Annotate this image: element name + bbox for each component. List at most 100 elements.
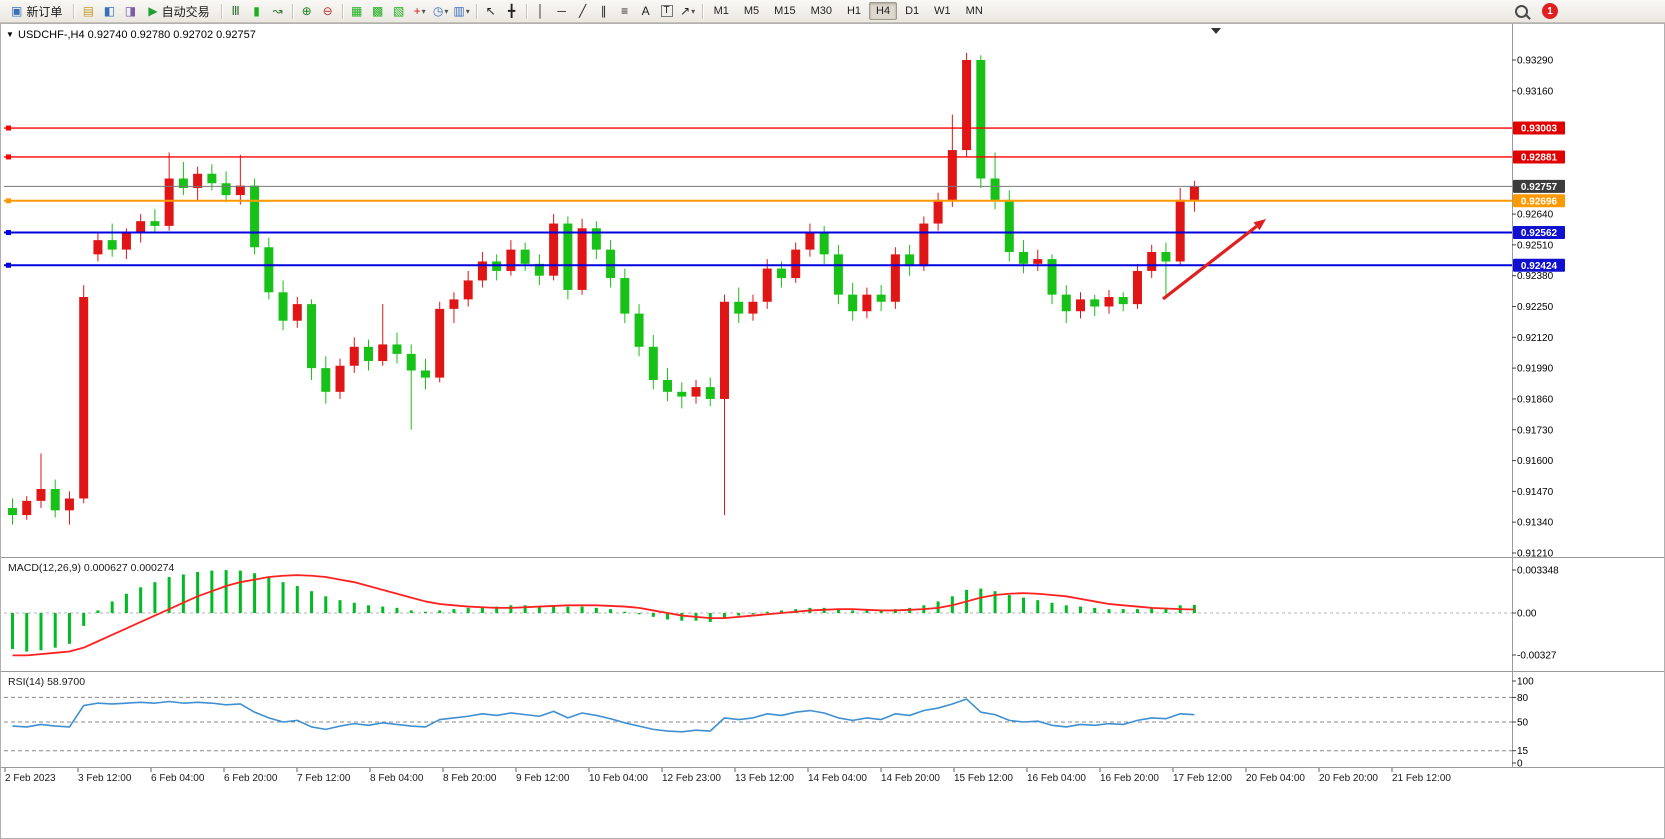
macd-axis-label: 0.003348	[1517, 566, 1559, 577]
template-menu-button[interactable]: ▥ ▾	[452, 2, 472, 21]
horizontal-level-line[interactable]	[4, 262, 1512, 268]
macd-histogram-bar	[53, 613, 57, 648]
macd-histogram-bar	[238, 570, 242, 613]
timeframe-h1[interactable]: H1	[846, 5, 862, 17]
macd-histogram-bar	[423, 611, 427, 613]
macd-histogram-bar	[552, 605, 556, 613]
hline-handle[interactable]	[6, 230, 11, 236]
zoom-out-icon-glyph: ⊖	[322, 4, 333, 18]
dropdown-arrow-icon: ▾	[444, 6, 449, 16]
macd-histogram-bar	[324, 596, 328, 613]
candle-bull	[1175, 199, 1185, 262]
horizontal-level-line[interactable]	[4, 154, 1512, 160]
period-menu-button[interactable]: ◷ ▾	[431, 2, 451, 21]
candle-bull	[862, 294, 872, 312]
zoom-out-icon[interactable]: ⊖	[318, 2, 338, 21]
fibonacci-tool-glyph: ≡	[621, 4, 629, 18]
macd-histogram-bar	[338, 600, 342, 613]
macd-histogram-bar	[1135, 609, 1139, 613]
toolbar-separator	[73, 3, 75, 19]
zoom-in-icon[interactable]: ⊕	[297, 2, 317, 21]
navigator-icon[interactable]: ◨	[120, 2, 140, 21]
macd-histogram-bar	[779, 610, 783, 613]
notification-badge[interactable]: 1	[1542, 3, 1558, 19]
profiles-icon[interactable]: ▤	[78, 2, 98, 21]
candle-bear	[876, 294, 886, 302]
search-icon[interactable]	[1511, 2, 1531, 21]
trend-arrow-head[interactable]	[1253, 219, 1266, 231]
new-chart-icon[interactable]: ▧	[389, 2, 409, 21]
timeframe-w1[interactable]: W1	[934, 5, 951, 17]
trendline-tool[interactable]: ╱	[573, 2, 593, 21]
horizontal-level-line[interactable]	[4, 198, 1512, 204]
new-chart-icon-glyph: ▧	[392, 4, 405, 18]
macd-histogram-bar	[609, 609, 613, 613]
macd-histogram-bar	[979, 588, 983, 613]
vertical-line-tool[interactable]: │	[531, 2, 551, 21]
bar-chart-icon-glyph: Ⅲ	[231, 4, 240, 18]
horizontal-line-tool[interactable]: ─	[552, 2, 572, 21]
timeframe-m5[interactable]: M5	[743, 5, 760, 17]
hline-handle[interactable]	[6, 154, 11, 160]
candle-bull	[919, 223, 929, 267]
time-axis-label: 12 Feb 23:00	[662, 773, 721, 784]
candle-bear	[648, 346, 658, 380]
price-badge: 0.92562	[1513, 226, 1565, 240]
candle-bear	[591, 228, 601, 250]
macd-axis-label: 0.00	[1517, 609, 1537, 620]
candlestick-chart-icon[interactable]: ▮	[247, 2, 267, 21]
candle-bear	[620, 278, 630, 314]
fibonacci-tool[interactable]: ≡	[615, 2, 635, 21]
text-tool[interactable]: A	[636, 2, 656, 21]
market-watch-icon[interactable]: ◧	[99, 2, 119, 21]
timeframe-m15[interactable]: M15	[774, 5, 796, 17]
hline-handle[interactable]	[6, 198, 11, 204]
auto-trading-button[interactable]: ▶ 自动交易	[141, 1, 216, 22]
candle-bull	[449, 299, 459, 309]
candle-bull	[791, 249, 801, 279]
navigator-icon-glyph: ◨	[124, 4, 137, 18]
price-badge-bg	[1513, 150, 1565, 164]
price-badge-label: 0.92696	[1521, 196, 1558, 207]
chart-title: USDCHF-,H4 0.92740 0.92780 0.92702 0.927…	[18, 29, 256, 41]
timeframe-m30[interactable]: M30	[810, 5, 832, 17]
rsi-axis-label: 15	[1517, 746, 1529, 757]
candle-bear	[420, 370, 430, 378]
candle-bear	[1004, 199, 1014, 252]
add-indicator-button[interactable]: + ▾	[410, 2, 430, 21]
cascade-windows-icon[interactable]: ▩	[368, 2, 388, 21]
horizontal-level-line[interactable]	[4, 230, 1512, 236]
timeframe-mn[interactable]: MN	[965, 5, 983, 17]
hline-handle[interactable]	[6, 125, 11, 131]
time-axis-label: 9 Feb 12:00	[516, 773, 570, 784]
price-tick-label: 0.93290	[1517, 56, 1554, 67]
cursor-tool[interactable]: ↖	[481, 2, 501, 21]
hline-handle[interactable]	[6, 262, 11, 268]
shapes-menu-button[interactable]: ↗ ▾	[678, 2, 698, 21]
time-axis-label: 20 Feb 20:00	[1319, 773, 1378, 784]
price-badge-bg	[1513, 179, 1565, 193]
new-order-button[interactable]: ▣ 新订单	[4, 1, 69, 22]
price-badge: 0.92757	[1513, 179, 1565, 193]
trend-arrow-shaft[interactable]	[1162, 225, 1258, 301]
price-badge-bg	[1513, 121, 1565, 135]
candle-bull	[933, 199, 943, 224]
macd-histogram-bar	[253, 573, 257, 613]
channel-tool[interactable]: ∥	[594, 2, 614, 21]
price-badge: 0.93003	[1513, 121, 1565, 135]
timeframe-h4[interactable]: H4	[869, 2, 898, 20]
timeframe-d1[interactable]: D1	[905, 5, 920, 17]
symbol-dropdown-icon[interactable]: ▼	[6, 30, 14, 39]
candle-bull	[748, 301, 758, 314]
trend-arrow[interactable]	[1162, 219, 1266, 301]
bar-chart-icon[interactable]: Ⅲ	[226, 2, 246, 21]
time-axis-label: 16 Feb 04:00	[1027, 773, 1086, 784]
label-tool[interactable]: T	[657, 2, 677, 21]
tile-windows-icon[interactable]: ▦	[347, 2, 367, 21]
crosshair-tool[interactable]: ╋	[502, 2, 522, 21]
candle-bull	[93, 240, 103, 255]
timeframe-m1[interactable]: M1	[713, 5, 729, 17]
line-chart-icon[interactable]: ↝	[268, 2, 288, 21]
macd-histogram-bar	[765, 611, 769, 613]
horizontal-level-line[interactable]	[4, 125, 1512, 131]
